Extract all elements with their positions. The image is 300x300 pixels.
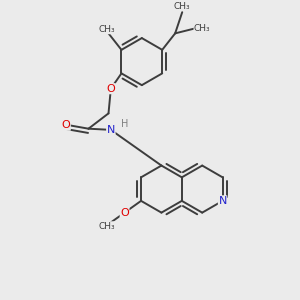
Text: CH₃: CH₃ xyxy=(98,221,115,230)
Text: O: O xyxy=(120,208,129,218)
Text: CH₃: CH₃ xyxy=(99,25,115,34)
Text: CH₃: CH₃ xyxy=(194,24,211,33)
Text: O: O xyxy=(61,120,70,130)
Text: H: H xyxy=(121,119,129,129)
Text: N: N xyxy=(107,125,115,135)
Text: N: N xyxy=(218,196,227,206)
Text: CH₃: CH₃ xyxy=(174,2,190,11)
Text: O: O xyxy=(106,84,115,94)
